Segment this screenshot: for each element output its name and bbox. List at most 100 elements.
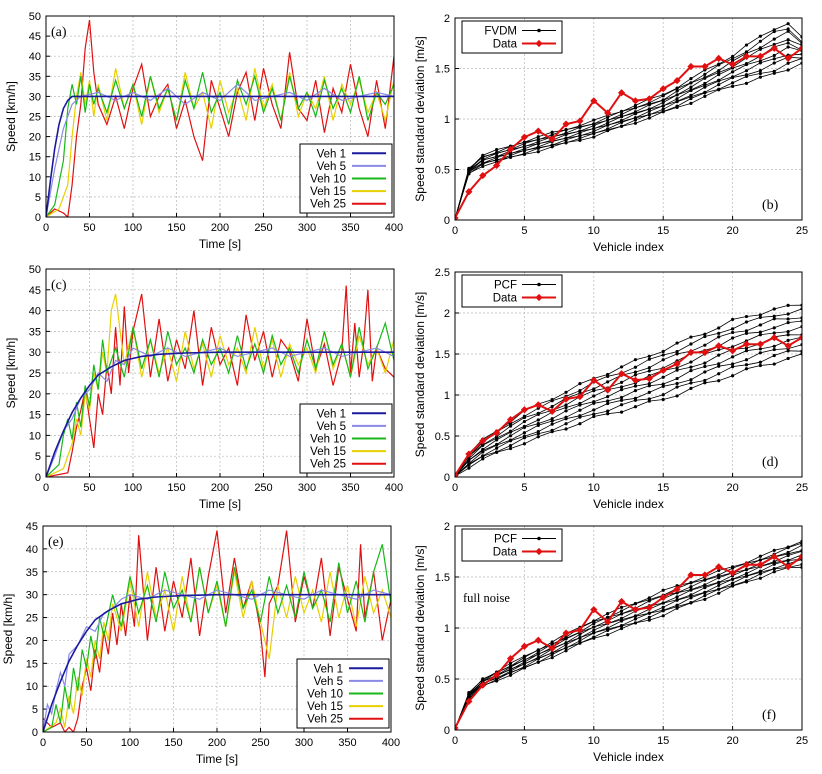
x-tick-label: 10 (588, 735, 600, 747)
panel-label: (e) (48, 535, 64, 550)
model-run-point (508, 434, 513, 438)
model-run-point (675, 366, 679, 370)
model-run-point (619, 403, 624, 407)
model-run-point (744, 50, 749, 54)
model-run-point (592, 412, 596, 416)
data-series-point (548, 135, 556, 143)
model-run-point (758, 558, 762, 562)
series-line-veh-5 (46, 83, 394, 217)
x-tick-label: 0 (452, 735, 458, 747)
model-run-point (717, 78, 721, 82)
model-run-point (647, 354, 651, 358)
model-run-point (647, 116, 651, 120)
model-run-point (578, 124, 582, 128)
series-line-veh-1 (43, 593, 391, 732)
data-series-point (520, 133, 528, 141)
model-run-point (703, 332, 707, 336)
model-run-point (772, 548, 776, 552)
model-run-point (592, 635, 596, 639)
x-tick-label: 0 (452, 225, 458, 237)
legend-marker (537, 536, 541, 541)
panel-label: (c) (51, 278, 67, 293)
model-run-point (619, 380, 624, 384)
data-series-point (687, 62, 695, 71)
model-run-point (633, 121, 638, 125)
data-series-point (631, 97, 640, 105)
data-series-point (742, 52, 751, 60)
model-run-point (592, 400, 596, 404)
model-run-line (455, 42, 802, 220)
x-tick-label: 25 (796, 225, 808, 237)
model-run-point (647, 369, 651, 373)
model-run-point (758, 315, 762, 320)
model-run-point (744, 73, 749, 77)
y-tick-label: 2.5 (435, 267, 450, 279)
model-run-point (703, 364, 707, 369)
model-run-point (689, 585, 693, 589)
model-run-point (703, 583, 707, 587)
model-run-point (661, 375, 665, 379)
data-series-point (534, 127, 542, 135)
model-run-point (619, 616, 624, 620)
model-run-point (564, 409, 568, 413)
data-series-point (756, 52, 764, 60)
model-run-point (717, 364, 721, 368)
model-run-point (522, 414, 527, 418)
model-run-line (455, 544, 802, 730)
model-run-point (786, 22, 790, 26)
x-axis-label: Time [s] (196, 752, 238, 766)
x-tick-label: 400 (382, 737, 400, 749)
x-tick-label: 50 (83, 482, 95, 494)
model-run-point (703, 381, 707, 385)
y-tick-label: 0.5 (435, 165, 450, 177)
y-axis-label: Speed [km/h] (1, 594, 15, 665)
y-tick-label: 1.5 (435, 349, 450, 361)
model-run-point (675, 89, 679, 93)
model-run-point (508, 446, 513, 451)
y-tick-label: 15 (26, 658, 38, 670)
legend-label: Veh 5 (314, 676, 343, 688)
model-run-point (495, 148, 499, 152)
model-run-point (647, 390, 651, 395)
data-series-point (701, 348, 709, 356)
x-tick-label: 350 (341, 482, 359, 494)
model-run-point (508, 664, 513, 668)
model-run-point (536, 145, 540, 149)
data-series-point (784, 342, 792, 350)
y-tick-label: 0 (35, 472, 41, 484)
model-run-point (522, 140, 527, 144)
model-run-point (619, 398, 624, 402)
model-run-point (481, 161, 485, 165)
model-run-point (717, 87, 721, 91)
model-run-point (731, 581, 735, 585)
legend-label: Veh 1 (317, 408, 346, 420)
y-tick-label: 10 (29, 430, 41, 442)
data-series-point (562, 629, 570, 637)
model-run-point (633, 358, 638, 362)
data-series-point (645, 375, 653, 383)
model-run-point (703, 378, 707, 383)
model-run-point (633, 617, 638, 621)
model-run-point (758, 46, 762, 50)
data-series-point (493, 671, 501, 679)
model-run-point (578, 129, 582, 133)
model-run-point (675, 93, 679, 97)
model-run-point (689, 342, 693, 346)
model-run-point (744, 69, 749, 73)
y-tick-label: 0 (444, 725, 450, 737)
x-tick-label: 100 (121, 737, 139, 749)
data-series-point (798, 334, 802, 342)
model-run-point (703, 597, 707, 601)
model-run-point (619, 623, 624, 628)
model-run-point (633, 614, 638, 618)
panel-d: 0 5 10 15 20 25 0 0.5 1 1.5 2 2.5 Vehicle index Speed… (413, 267, 808, 511)
y-tick-label: 1.5 (435, 64, 450, 76)
panel-label: (a) (51, 25, 67, 40)
model-run-point (647, 618, 651, 622)
model-run-point (758, 554, 762, 558)
model-run-point (675, 595, 679, 599)
model-run-point (619, 124, 624, 128)
model-run-point (717, 353, 721, 357)
model-run-point (633, 370, 638, 374)
